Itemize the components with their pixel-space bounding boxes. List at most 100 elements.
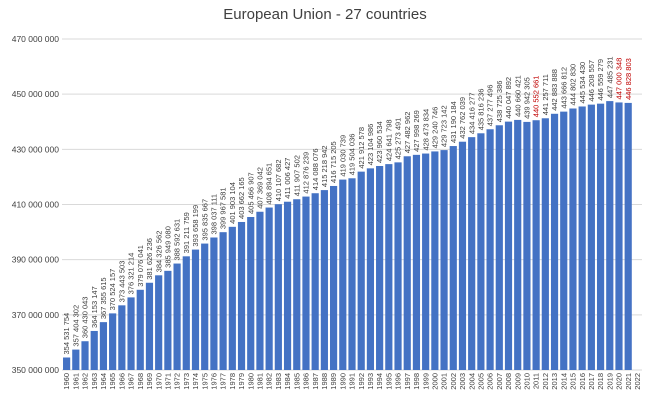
bar bbox=[191, 249, 200, 370]
data-label: 435 816 236 bbox=[476, 89, 485, 131]
bar bbox=[514, 119, 522, 370]
bar bbox=[247, 217, 255, 370]
bar bbox=[136, 289, 144, 370]
x-tick-label: 1991 bbox=[348, 373, 357, 390]
bar bbox=[431, 151, 439, 370]
x-tick-label: 1975 bbox=[200, 373, 209, 390]
data-label: 447 485 231 bbox=[605, 56, 614, 98]
bar bbox=[99, 322, 108, 370]
bar bbox=[569, 108, 577, 370]
x-tick-label: 1998 bbox=[412, 373, 421, 390]
x-tick-label: 1976 bbox=[210, 373, 219, 390]
data-label: 360 430 043 bbox=[81, 297, 90, 339]
bar bbox=[302, 196, 310, 370]
data-label: 379 076 041 bbox=[136, 245, 145, 287]
data-label: 405 466 907 bbox=[246, 172, 255, 214]
x-tick-label: 1968 bbox=[136, 373, 145, 390]
data-label: 354 531 754 bbox=[62, 313, 71, 355]
data-label: 370 524 157 bbox=[108, 269, 117, 311]
bar bbox=[293, 199, 301, 370]
data-label: 424 641 798 bbox=[384, 119, 393, 161]
x-tick-label: 1963 bbox=[90, 373, 99, 390]
data-label: 427 482 962 bbox=[403, 112, 412, 154]
data-label: 443 666 812 bbox=[559, 67, 568, 109]
data-label: 391 211 759 bbox=[182, 212, 191, 253]
bar bbox=[265, 207, 273, 370]
bar bbox=[164, 270, 172, 370]
x-tick-label: 2002 bbox=[449, 373, 458, 390]
data-label: 447 000 348 bbox=[615, 58, 624, 100]
bar bbox=[541, 118, 549, 370]
data-label: 411 907 502 bbox=[292, 155, 301, 196]
x-tick-label: 2013 bbox=[550, 373, 559, 390]
bar bbox=[495, 125, 503, 370]
x-tick-label: 2009 bbox=[513, 373, 522, 390]
data-label: 364 153 147 bbox=[90, 286, 99, 328]
bar bbox=[127, 297, 135, 370]
x-tick-label: 1993 bbox=[366, 373, 375, 390]
data-label: 429 240 746 bbox=[430, 107, 439, 149]
x-tick-label: 1984 bbox=[283, 373, 292, 390]
bar bbox=[606, 101, 614, 370]
x-tick-label: 1992 bbox=[357, 373, 366, 390]
x-tick-label: 2005 bbox=[476, 373, 485, 390]
x-tick-label: 1983 bbox=[274, 373, 283, 390]
data-label: 446 828 803 bbox=[624, 58, 633, 100]
bar bbox=[422, 153, 430, 370]
data-label: 395 835 667 bbox=[200, 199, 209, 241]
x-tick-label: 1988 bbox=[320, 373, 329, 390]
x-tick-label: 1986 bbox=[302, 373, 311, 390]
data-label: 398 037 111 bbox=[210, 194, 219, 235]
bar bbox=[578, 106, 586, 371]
bar bbox=[311, 193, 319, 370]
data-label: 442 883 888 bbox=[550, 69, 559, 111]
bar bbox=[394, 162, 402, 370]
x-tick-label: 1967 bbox=[127, 373, 136, 390]
data-label: 415 218 942 bbox=[320, 145, 329, 187]
x-tick-label: 1982 bbox=[265, 373, 274, 390]
bar bbox=[357, 171, 365, 370]
x-tick-label: 1965 bbox=[108, 373, 117, 390]
bar bbox=[256, 211, 264, 370]
bar bbox=[403, 156, 411, 370]
bar bbox=[81, 341, 89, 370]
x-tick-label: 1962 bbox=[81, 373, 90, 390]
bar bbox=[486, 129, 494, 370]
bar bbox=[173, 263, 181, 370]
data-label: 376 321 214 bbox=[127, 253, 136, 295]
bar bbox=[72, 349, 80, 370]
data-label: 423 960 534 bbox=[375, 121, 384, 163]
x-tick-label: 1964 bbox=[99, 373, 108, 390]
x-tick-label: 1980 bbox=[246, 373, 255, 390]
bar bbox=[477, 133, 485, 370]
bar bbox=[145, 282, 154, 370]
data-label: 425 273 491 bbox=[394, 118, 403, 160]
data-label: 411 006 427 bbox=[283, 158, 292, 199]
data-label: 419 030 739 bbox=[338, 135, 347, 177]
x-tick-label: 1996 bbox=[394, 373, 403, 390]
x-tick-label: 2020 bbox=[615, 373, 624, 390]
chart-title: European Union - 27 countries bbox=[223, 6, 427, 23]
x-tick-label: 1985 bbox=[292, 373, 301, 390]
data-label: 381 626 236 bbox=[145, 238, 154, 280]
data-label: 385 949 080 bbox=[163, 226, 172, 268]
bar bbox=[385, 164, 393, 370]
bar bbox=[440, 150, 448, 370]
data-label: 393 658 199 bbox=[191, 205, 200, 247]
data-label: 440 047 892 bbox=[504, 77, 513, 119]
bar bbox=[219, 232, 227, 370]
bar bbox=[274, 204, 282, 370]
x-tick-label: 2019 bbox=[605, 373, 614, 390]
x-tick-label: 2016 bbox=[578, 373, 587, 390]
bar-layer bbox=[63, 101, 632, 371]
x-tick-label: 2008 bbox=[504, 373, 513, 390]
x-tick-label: 1979 bbox=[237, 373, 246, 390]
x-tick-label: 1994 bbox=[375, 373, 384, 390]
data-label: 432 762 039 bbox=[458, 97, 467, 139]
bar bbox=[283, 201, 292, 370]
bar bbox=[376, 165, 384, 370]
data-label: 441 257 711 bbox=[541, 74, 550, 115]
data-label: 444 802 830 bbox=[569, 64, 578, 106]
data-label: 423 104 986 bbox=[366, 124, 375, 166]
